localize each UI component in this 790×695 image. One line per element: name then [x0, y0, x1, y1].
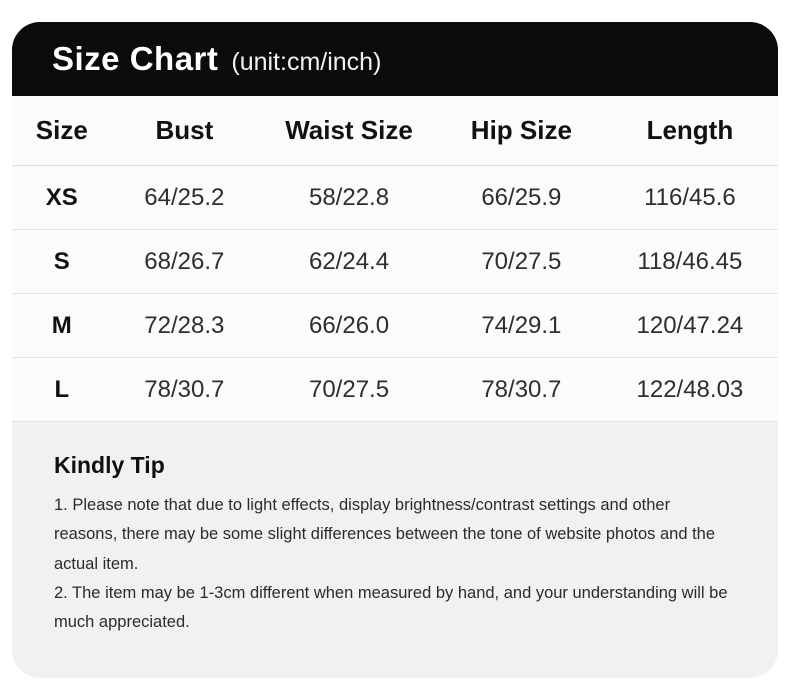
column-header-bust: Bust	[111, 96, 258, 166]
cell-xs-bust: 64/25.2	[111, 165, 258, 230]
size-table-header-row: Size Bust Waist Size Hip Size Length	[12, 96, 778, 166]
cell-m-waist: 66/26.0	[257, 293, 441, 358]
size-chart-title: Size Chart	[52, 40, 219, 77]
cell-l-size: L	[12, 357, 112, 422]
cell-l-waist: 70/27.5	[257, 357, 441, 422]
kindly-tip-note-1: 1. Please note that due to light effects…	[54, 496, 716, 573]
cell-s-waist: 62/24.4	[257, 229, 441, 294]
kindly-tip-note-2: 2. The item may be 1-3cm different when …	[54, 584, 728, 632]
cell-m-length: 120/47.24	[601, 293, 778, 358]
column-header-size: Size	[12, 96, 112, 166]
cell-xs-size: XS	[12, 165, 112, 230]
cell-xs-hip: 66/25.9	[440, 165, 602, 230]
size-chart-unit: (unit:cm/inch)	[231, 48, 382, 76]
size-chart-header: Size Chart (unit:cm/inch)	[12, 22, 778, 96]
cell-l-length: 122/48.03	[601, 357, 778, 422]
table-row-xs: XS 64/25.2 58/22.8 66/25.9 116/45.6	[12, 165, 778, 230]
kindly-tip-section: Kindly Tip 1. Please note that due to li…	[12, 422, 778, 678]
cell-l-bust: 78/30.7	[111, 357, 258, 422]
kindly-tip-heading: Kindly Tip	[54, 452, 165, 478]
table-row-m: M 72/28.3 66/26.0 74/29.1 120/47.24	[12, 293, 778, 358]
cell-m-size: M	[12, 293, 112, 358]
table-row-s: S 68/26.7 62/24.4 70/27.5 118/46.45	[12, 229, 778, 294]
column-header-hip: Hip Size	[440, 96, 602, 166]
cell-s-size: S	[12, 229, 112, 294]
size-table: Size Bust Waist Size Hip Size Length XS …	[12, 96, 778, 422]
cell-xs-waist: 58/22.8	[257, 165, 441, 230]
cell-xs-length: 116/45.6	[601, 165, 778, 230]
size-table-head: Size Bust Waist Size Hip Size Length	[12, 96, 778, 166]
cell-m-bust: 72/28.3	[111, 293, 258, 358]
size-chart-card: Size Chart (unit:cm/inch) Size Bust Wais…	[12, 22, 778, 678]
column-header-length: Length	[601, 96, 778, 166]
cell-s-hip: 70/27.5	[440, 229, 602, 294]
cell-s-length: 118/46.45	[601, 229, 778, 294]
column-header-waist: Waist Size	[257, 96, 441, 166]
size-table-body: XS 64/25.2 58/22.8 66/25.9 116/45.6 S 68…	[12, 165, 778, 422]
cell-s-bust: 68/26.7	[111, 229, 258, 294]
cell-m-hip: 74/29.1	[440, 293, 602, 358]
table-row-l: L 78/30.7 70/27.5 78/30.7 122/48.03	[12, 357, 778, 422]
cell-l-hip: 78/30.7	[440, 357, 602, 422]
